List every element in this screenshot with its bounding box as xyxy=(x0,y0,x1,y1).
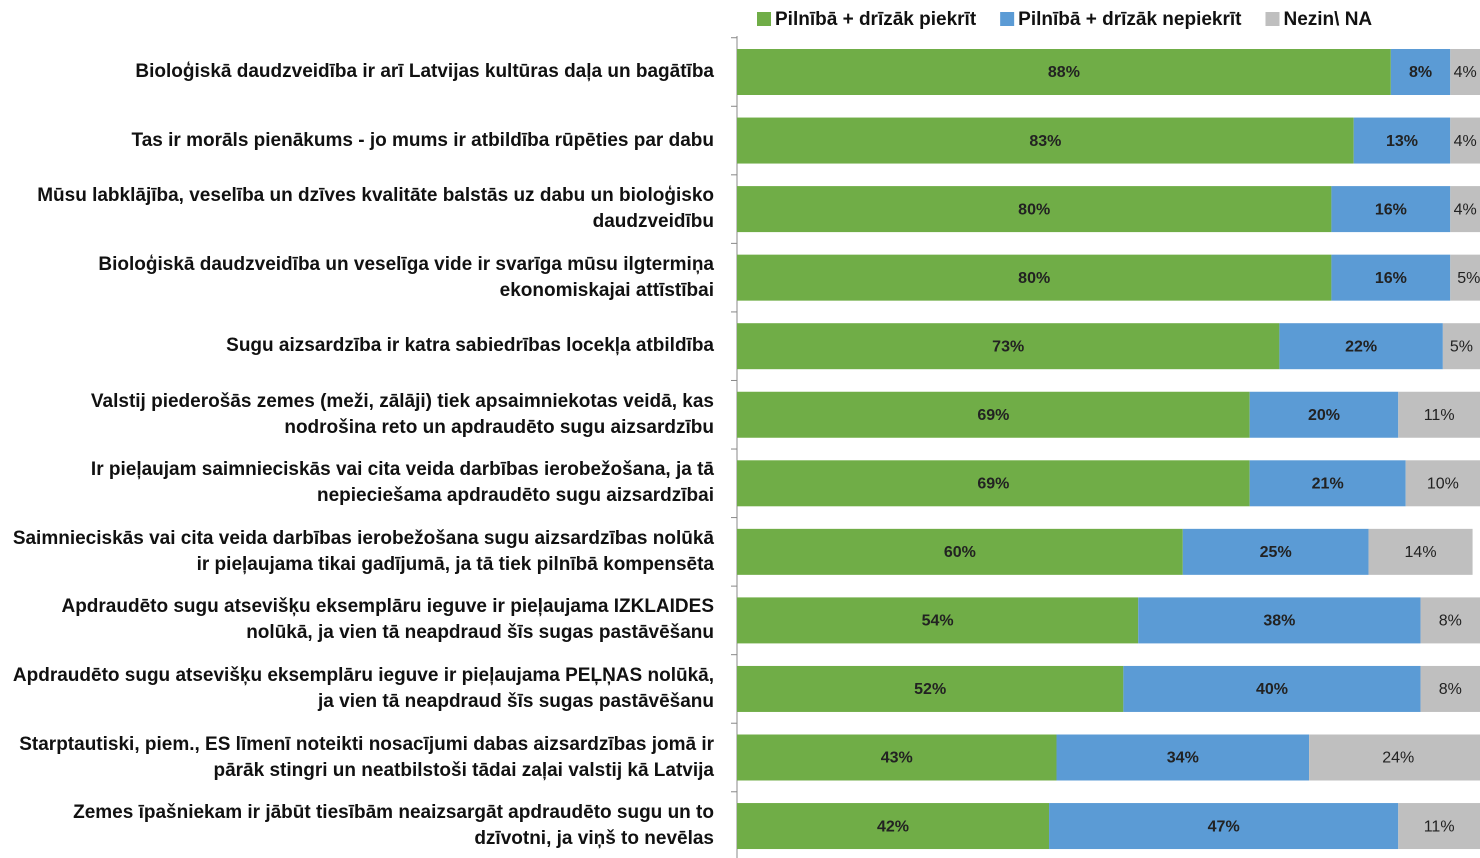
bar-segment xyxy=(1049,803,1399,850)
value-label: 69% xyxy=(977,476,1009,493)
value-label: 83% xyxy=(1029,133,1061,150)
value-label: 11% xyxy=(1424,407,1455,424)
legend-label: Pilnībā + drīzāk nepiekrīt xyxy=(1018,9,1242,30)
bar-segment xyxy=(1138,597,1421,644)
bar-segment xyxy=(737,323,1280,370)
bar-segment xyxy=(1398,803,1480,850)
category-label: Sugu aizsardzība ir katra sabiedrības lo… xyxy=(226,335,714,357)
bar-segment xyxy=(1398,391,1480,438)
bar-segment xyxy=(737,254,1332,301)
value-label: 22% xyxy=(1345,338,1377,355)
value-label: 24% xyxy=(1382,750,1414,767)
bar-segment xyxy=(1249,460,1406,507)
legend-label: Nezin\ NA xyxy=(1283,9,1372,30)
bar-segment xyxy=(1331,254,1451,301)
bar-segment xyxy=(737,391,1250,438)
category-label: Apdraudēto sugu atsevišķu eksemplāru ieg… xyxy=(61,596,714,644)
bar-segment xyxy=(737,186,1332,233)
value-label: 88% xyxy=(1048,64,1080,81)
value-label: 5% xyxy=(1457,270,1480,287)
value-label: 16% xyxy=(1375,270,1407,287)
legend-swatch xyxy=(1000,12,1015,26)
bar-segment xyxy=(1450,254,1480,301)
value-label: 43% xyxy=(881,750,913,767)
category-label: Valstij piederošās zemes (meži, zālāji) … xyxy=(90,390,714,438)
value-label: 4% xyxy=(1454,133,1477,150)
value-label: 10% xyxy=(1427,476,1459,493)
category-label: Apdraudēto sugu atsevišķu eksemplāru ieg… xyxy=(12,664,714,712)
bar-segment xyxy=(737,528,1183,575)
bar-segment xyxy=(737,597,1139,644)
value-label: 34% xyxy=(1167,750,1199,767)
value-label: 16% xyxy=(1375,201,1407,218)
bar-segment xyxy=(1353,117,1451,164)
value-label: 21% xyxy=(1312,476,1344,493)
bar-segment xyxy=(737,734,1057,781)
bar-segment xyxy=(1331,186,1451,233)
bar-segment xyxy=(1123,665,1421,712)
value-label: 54% xyxy=(922,613,954,630)
value-label: 60% xyxy=(944,544,976,561)
bar-segment xyxy=(737,117,1354,164)
category-label: Ir pieļaujam saimnieciskās vai cita veid… xyxy=(90,459,714,507)
value-label: 8% xyxy=(1439,681,1462,698)
value-label: 8% xyxy=(1439,613,1462,630)
bar-segment xyxy=(1182,528,1369,575)
category-label: Bioloģiskā daudzveidība ir arī Latvijas … xyxy=(135,61,714,82)
legend-swatch xyxy=(757,12,771,26)
value-label: 40% xyxy=(1256,681,1288,698)
bar-segment xyxy=(1420,597,1480,644)
value-label: 4% xyxy=(1454,201,1477,218)
category-label: Tas ir morāls pienākums - jo mums ir atb… xyxy=(131,129,714,151)
bar-segment xyxy=(737,665,1124,712)
value-label: 80% xyxy=(1018,201,1050,218)
value-label: 8% xyxy=(1409,64,1432,81)
value-label: 42% xyxy=(877,818,909,835)
value-label: 80% xyxy=(1018,270,1050,287)
bar-segment xyxy=(1056,734,1310,781)
category-label: Starptautiski, piem., ES līmenī noteikti… xyxy=(19,733,714,781)
bar-segment xyxy=(737,49,1391,95)
value-label: 11% xyxy=(1424,818,1455,835)
bar-segment xyxy=(1390,49,1451,95)
category-label: Mūsu labklājība, veselība un dzīves kval… xyxy=(37,185,714,233)
legend-label: Pilnībā + drīzāk piekrīt xyxy=(775,9,977,30)
category-label: Bioloģiskā daudzveidība un veselīga vide… xyxy=(98,253,714,301)
value-label: 13% xyxy=(1386,133,1418,150)
value-label: 73% xyxy=(992,338,1024,355)
bar-segment xyxy=(1450,117,1480,164)
bar-segment xyxy=(1450,186,1480,233)
bar-segment xyxy=(737,803,1050,850)
bar-segment xyxy=(1309,734,1480,781)
legend-swatch xyxy=(1265,12,1280,26)
value-label: 69% xyxy=(977,407,1009,424)
bar-segment xyxy=(1249,391,1399,438)
category-label: Zemes īpašniekam ir jābūt tiesībām neaiz… xyxy=(73,802,714,850)
bar-segment xyxy=(737,460,1250,507)
bar-segment xyxy=(1368,528,1473,575)
category-label: Saimnieciskās vai cita veida darbības ie… xyxy=(12,527,714,575)
value-label: 52% xyxy=(914,681,946,698)
bar-segment xyxy=(1279,323,1443,370)
bar-segment xyxy=(1405,460,1480,507)
value-label: 14% xyxy=(1405,544,1437,561)
bar-segment xyxy=(1442,323,1480,370)
value-label: 25% xyxy=(1260,544,1292,561)
value-label: 4% xyxy=(1454,64,1477,81)
value-label: 5% xyxy=(1450,338,1473,355)
bar-segment xyxy=(1420,665,1480,712)
value-label: 20% xyxy=(1308,407,1340,424)
value-label: 47% xyxy=(1208,818,1240,835)
value-label: 38% xyxy=(1263,613,1295,630)
bar-segment xyxy=(1450,49,1480,95)
